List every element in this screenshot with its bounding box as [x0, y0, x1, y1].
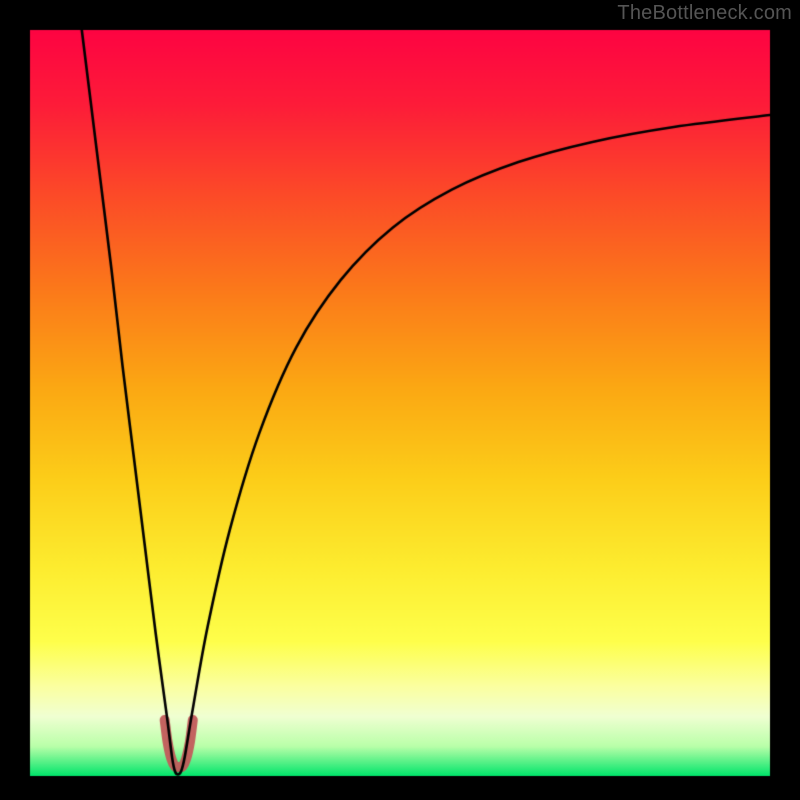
watermark-text: TheBottleneck.com	[617, 2, 792, 25]
chart-container: { "canvas": { "width": 800, "height": 80…	[0, 0, 800, 800]
bottleneck-curve-plot	[0, 0, 800, 800]
